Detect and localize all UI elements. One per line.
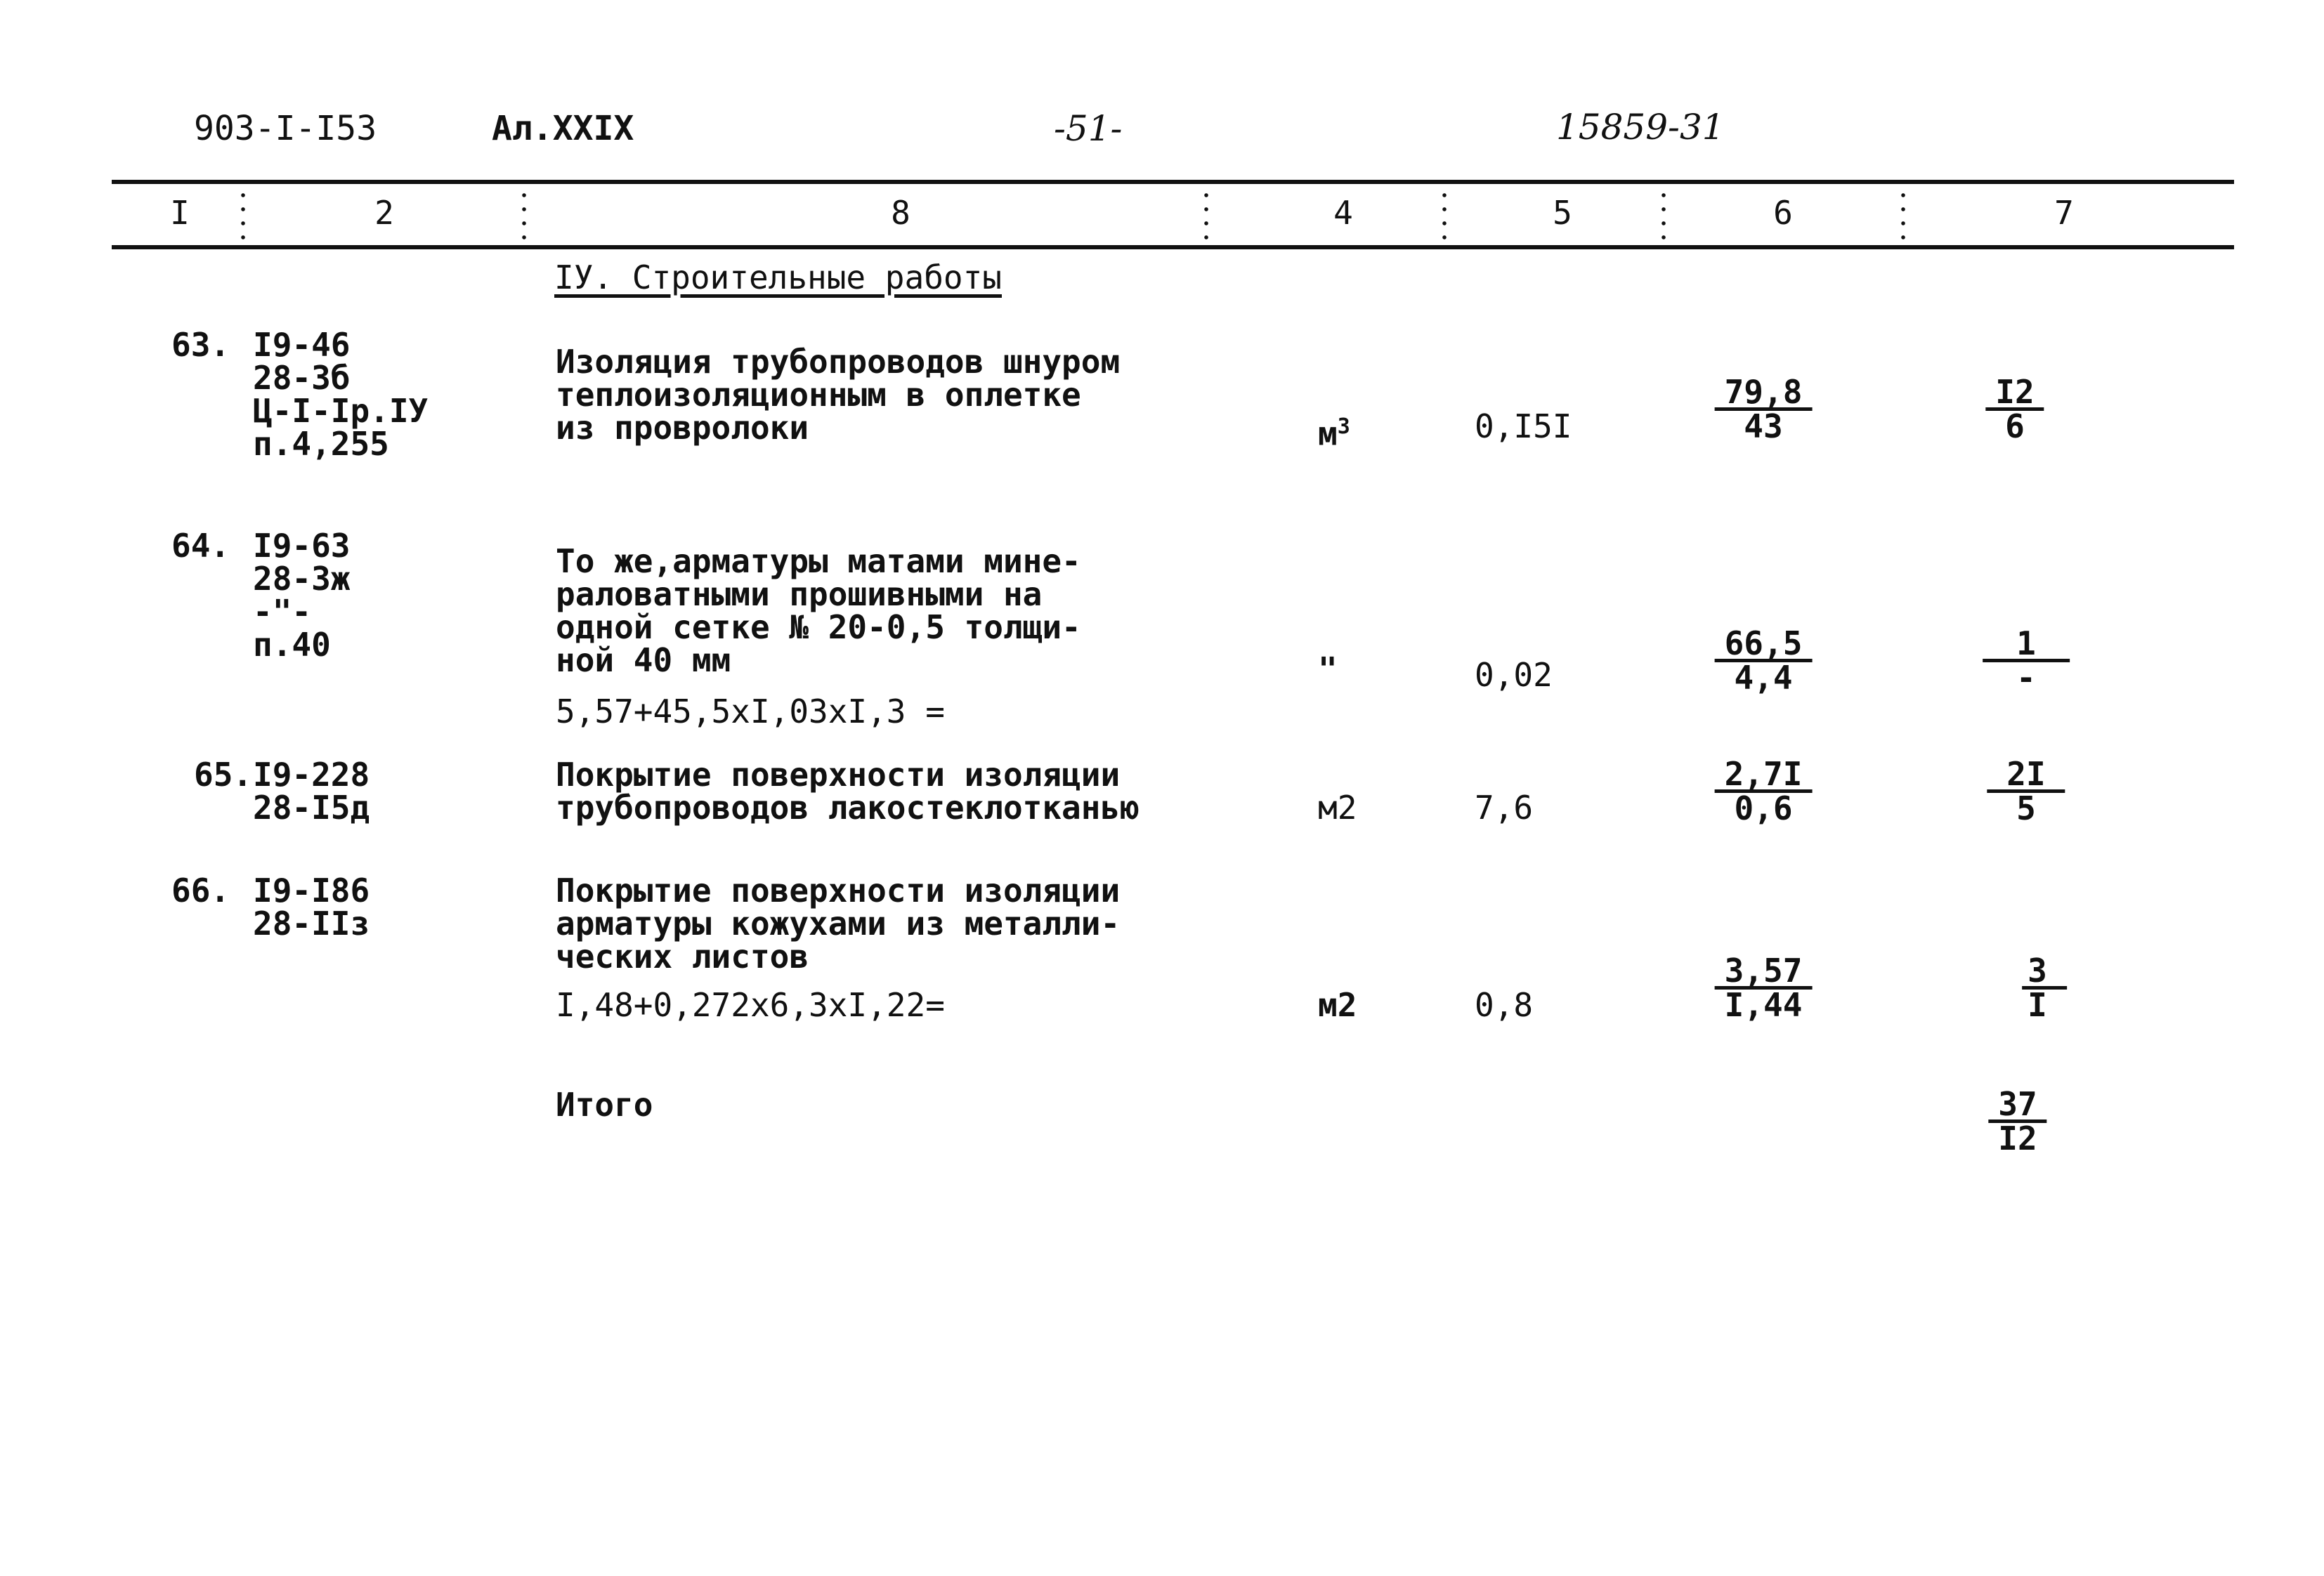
norm-code: I9-I86 28-IIз — [253, 872, 370, 943]
column-separator — [1901, 188, 1905, 244]
quantity-formula: 5,57+45,5xI,03xI,3 = — [556, 692, 945, 730]
work-description: Изоляция трубопроводов шнуром теплоизоля… — [556, 343, 1121, 447]
total-cost-fraction: 2I 5 — [1987, 758, 2065, 825]
unit: м2 — [1318, 986, 1357, 1024]
column-separator — [241, 188, 245, 244]
column-header-3: 8 — [891, 194, 910, 232]
column-header-1: I — [170, 194, 190, 232]
unit-cost-fraction: 2,7I 0,6 — [1714, 758, 1813, 825]
column-separator — [522, 188, 526, 244]
quantity: 0,02 — [1475, 656, 1553, 694]
column-header-4: 4 — [1333, 194, 1353, 232]
unit: м3 — [1318, 414, 1350, 453]
album-number: Ал.XXIX — [492, 109, 634, 148]
inventory-number: 15859-31 — [1556, 107, 1725, 147]
row-number: 64. — [171, 527, 230, 565]
total-cost-fraction: 1- — [1983, 627, 2070, 694]
quantity: 7,6 — [1475, 789, 1534, 827]
column-header-7: 7 — [2054, 194, 2074, 232]
column-separator — [1442, 188, 1447, 244]
work-description: То же,арматуры матами мине- раловатными … — [556, 542, 1081, 679]
page-number: -51- — [1054, 108, 1123, 149]
table-top-rule — [112, 180, 2234, 184]
row-number: 65. — [194, 756, 253, 794]
doc-code: 903-I-I53 — [194, 109, 377, 148]
quantity-formula: I,48+0,272x6,3xI,22= — [556, 986, 945, 1024]
column-separator — [1204, 188, 1208, 244]
column-header-5: 5 — [1553, 194, 1572, 232]
total-label: Итого — [556, 1086, 653, 1124]
section-title: IУ. Строительные работы — [554, 258, 1002, 296]
table-header-rule — [112, 245, 2234, 249]
unit-cost-fraction: 3,57 I,44 — [1714, 954, 1813, 1021]
row-number: 63. — [171, 326, 230, 364]
unit-cost-fraction: 66,5 4,4 — [1714, 627, 1813, 694]
unit: " — [1318, 650, 1338, 688]
norm-code: I9-46 28-3б Ц-I-Iр.IУ п.4,255 — [253, 326, 429, 463]
norm-code: I9-63 28-3ж -"- п.40 — [253, 527, 351, 664]
quantity: 0,8 — [1475, 986, 1534, 1024]
column-separator — [1662, 188, 1666, 244]
unit-cost-fraction: 79,8 43 — [1714, 376, 1813, 442]
column-header-2: 2 — [374, 194, 394, 232]
total-sum-fraction: 37 I2 — [1988, 1088, 2047, 1155]
norm-code: I9-228 28-I5д — [253, 756, 370, 827]
total-cost-fraction: I2 6 — [1985, 376, 2044, 442]
work-description: Покрытие поверхности изоляции трубопрово… — [556, 756, 1140, 827]
row-number: 66. — [171, 872, 230, 910]
unit: м2 — [1318, 789, 1357, 827]
work-description: Покрытие поверхности изоляции арматуры к… — [556, 872, 1121, 976]
column-header-6: 6 — [1773, 194, 1793, 232]
quantity: 0,I5I — [1475, 407, 1572, 445]
